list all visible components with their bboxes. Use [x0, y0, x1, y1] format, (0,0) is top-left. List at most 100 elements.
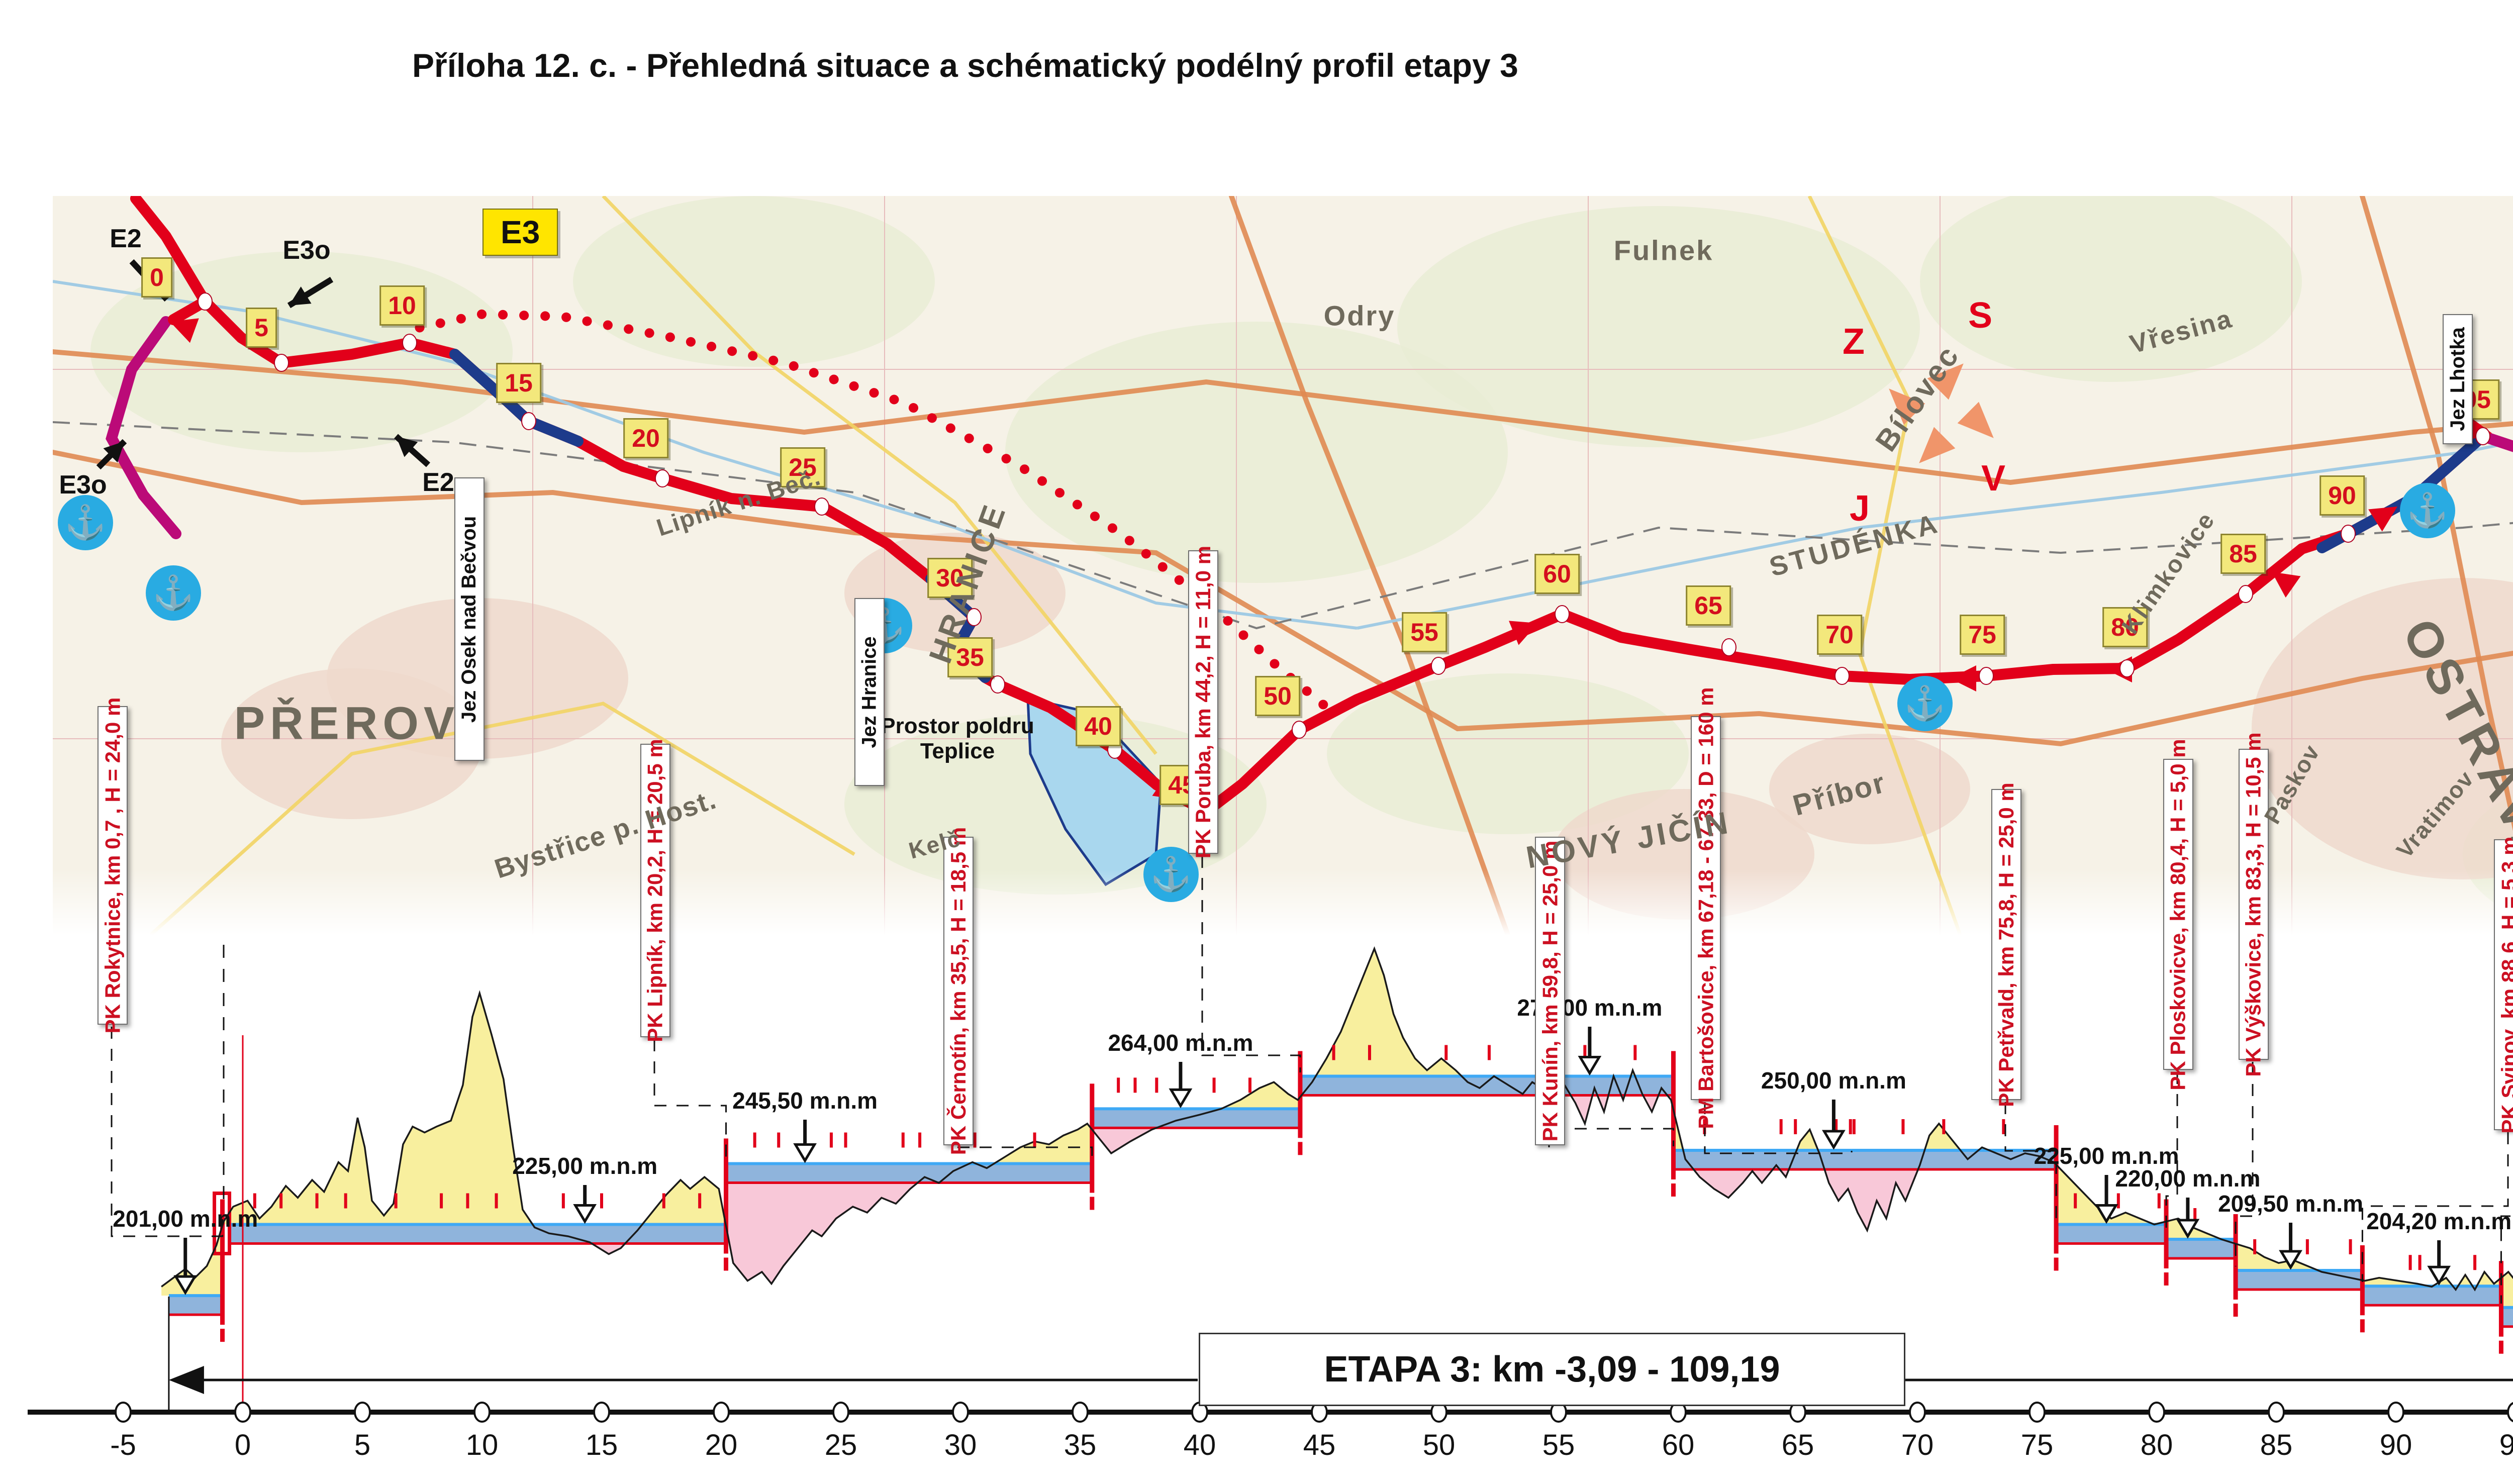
axis-tick-circle [2148, 1402, 2165, 1423]
route-direction-arrow [170, 318, 199, 343]
lock-label-text: PK Rokytnice, km 0,7 , H = 24,0 m [101, 697, 124, 1034]
km-badge-80: 80 [2102, 607, 2148, 647]
km-badge-85: 85 [2220, 534, 2266, 574]
lock-connector-dashed [653, 1039, 727, 1159]
lock-label: PK Kunín, km 59,8, H = 25,0 m [1535, 837, 1565, 1145]
route-direction-arrow [2368, 507, 2397, 532]
profile-pool [1673, 1150, 2057, 1169]
water-level-label: 220,00 m.n.m [2115, 1165, 2261, 1192]
axis-tick-label: 30 [944, 1429, 977, 1461]
axis-tick-circle [473, 1402, 491, 1423]
lock-connector-dashed [1548, 1128, 1674, 1147]
axis-tick-circle [2028, 1402, 2046, 1423]
axis-tick-label: 45 [1303, 1429, 1336, 1461]
axis-tick-circle [593, 1402, 610, 1423]
km-badge-70: 70 [1817, 615, 1862, 655]
water-level-arrow [1822, 1130, 1846, 1150]
profile-pool [2236, 1270, 2363, 1290]
corridor-label-E2: E2 [422, 468, 454, 497]
axis-tick-circle [2387, 1402, 2404, 1423]
water-level-arrow [2427, 1265, 2451, 1286]
lock-connector-dashed [957, 1146, 1093, 1156]
route-direction-arrow [1950, 665, 1976, 691]
km-badge-75: 75 [1960, 615, 2005, 655]
weir-label: Jez Hranice [854, 598, 885, 786]
route-km-dot [1834, 667, 1850, 685]
water-level-label: 250,00 m.n.m [1761, 1067, 1906, 1094]
lock-chamber-symbol [213, 1192, 232, 1255]
water-level-label: 201,00 m.n.m [113, 1206, 258, 1232]
lock-label: PK Petřvald, km 75,8, H = 25,0 m [1991, 782, 2021, 1107]
water-level-arrow [1578, 1056, 1602, 1076]
lock-label-text: PK Poruba, km 44,2, H = 11,0 m [1191, 545, 1215, 859]
axis-tick-label: 65 [1781, 1429, 1814, 1461]
lock-connector-dashed [2361, 1132, 2509, 1282]
axis-tick-label: 35 [1064, 1429, 1097, 1461]
corridor-label-E2: E2 [110, 224, 142, 253]
route-km-dot [1979, 667, 1994, 685]
km-badge-40: 40 [1076, 706, 1121, 746]
axis-tick-circle [115, 1402, 132, 1423]
route-km-dot [1555, 605, 1570, 623]
stage-e3-badge: E3 [482, 209, 558, 256]
profile-pool [1092, 1109, 1300, 1128]
km-badge-35: 35 [947, 637, 993, 677]
port-anchor-icon: ⚓ [1897, 676, 1953, 731]
profile-pool [2501, 1307, 2513, 1327]
port-anchor-icon: ⚓ [1143, 847, 1199, 902]
route-km-dot [1431, 657, 1446, 675]
compass-arm [1889, 388, 1925, 425]
axis-tick-circle [1909, 1402, 1926, 1423]
water-level-arrow [1169, 1088, 1193, 1109]
axis-tick-label: 20 [705, 1429, 738, 1461]
water-level-arrow [793, 1143, 817, 1163]
polder-label-line2: Teplice [920, 739, 995, 763]
page-title: Příloha 12. c. - Přehledná situace a sch… [412, 47, 1518, 84]
polder-label: Prostor poldru Teplice [881, 714, 1034, 764]
km-badge-90: 90 [2319, 475, 2365, 516]
etapa-range-box: ETAPA 3: km -3,09 - 109,19 [1199, 1333, 1905, 1406]
profile-pool [2056, 1224, 2167, 1244]
profile-pool [231, 1224, 726, 1244]
route-direction-arrow [1509, 621, 1538, 645]
route-km-dot [402, 334, 417, 352]
axis-tick-circle [713, 1402, 730, 1423]
corridor-label-E3o: E3o [59, 470, 107, 500]
profile-terrain-line [161, 946, 2513, 1292]
axis-tick-label: 10 [465, 1429, 499, 1461]
profile-pool [168, 1296, 223, 1315]
km-badge-65: 65 [1686, 585, 1731, 626]
lock-label-text: PK Petřvald, km 75,8, H = 25,0 m [1994, 782, 2018, 1107]
lock-label: PK Poruba, km 44,2, H = 11,0 m [1188, 546, 1218, 858]
profile-cut-below-bottom [161, 1095, 2513, 1327]
water-level-label: 225,00 m.n.m [2034, 1143, 2179, 1169]
lock-label-text: PK Svinov, km 88,6, H = 5,3 m [2497, 836, 2513, 1133]
km-badge-0: 0 [141, 257, 172, 298]
axis-tick-label: 5 [354, 1429, 371, 1461]
route-direction-arrow [2272, 572, 2301, 598]
water-level-label: 209,50 m.n.m [2218, 1191, 2364, 1217]
km-badge-60: 60 [1534, 554, 1580, 594]
axis-tick-circle [1072, 1402, 1089, 1423]
water-level-arrow [2094, 1204, 2118, 1224]
axis-tick-circle [2268, 1402, 2285, 1423]
water-level-arrow [573, 1204, 597, 1224]
profile-pool [2362, 1286, 2501, 1306]
compass-arm [1919, 427, 1956, 463]
corridor-arrowhead [289, 286, 312, 306]
lock-connector-dashed [2004, 1102, 2057, 1220]
compass-arm [1927, 363, 1964, 400]
lock-label: PK Svinov, km 88,6, H = 5,3 m [2494, 836, 2513, 1133]
compass-letter-Z: Z [1843, 322, 1865, 362]
corridor-arrowhead [396, 436, 418, 457]
lock-label: PK Černotín, km 35,5, H = 18,5 m [943, 827, 974, 1155]
water-level-arrow [2176, 1219, 2200, 1239]
axis-tick-label: 15 [585, 1429, 618, 1461]
lock-label-text: PK Černotín, km 35,5, H = 18,5 m [946, 827, 971, 1155]
km-badge-20: 20 [623, 418, 668, 458]
profile-pool [2166, 1239, 2236, 1258]
route-km-dot [655, 469, 670, 487]
lock-connector-dashed [2235, 1062, 2254, 1266]
route-km-dot [990, 675, 1005, 694]
